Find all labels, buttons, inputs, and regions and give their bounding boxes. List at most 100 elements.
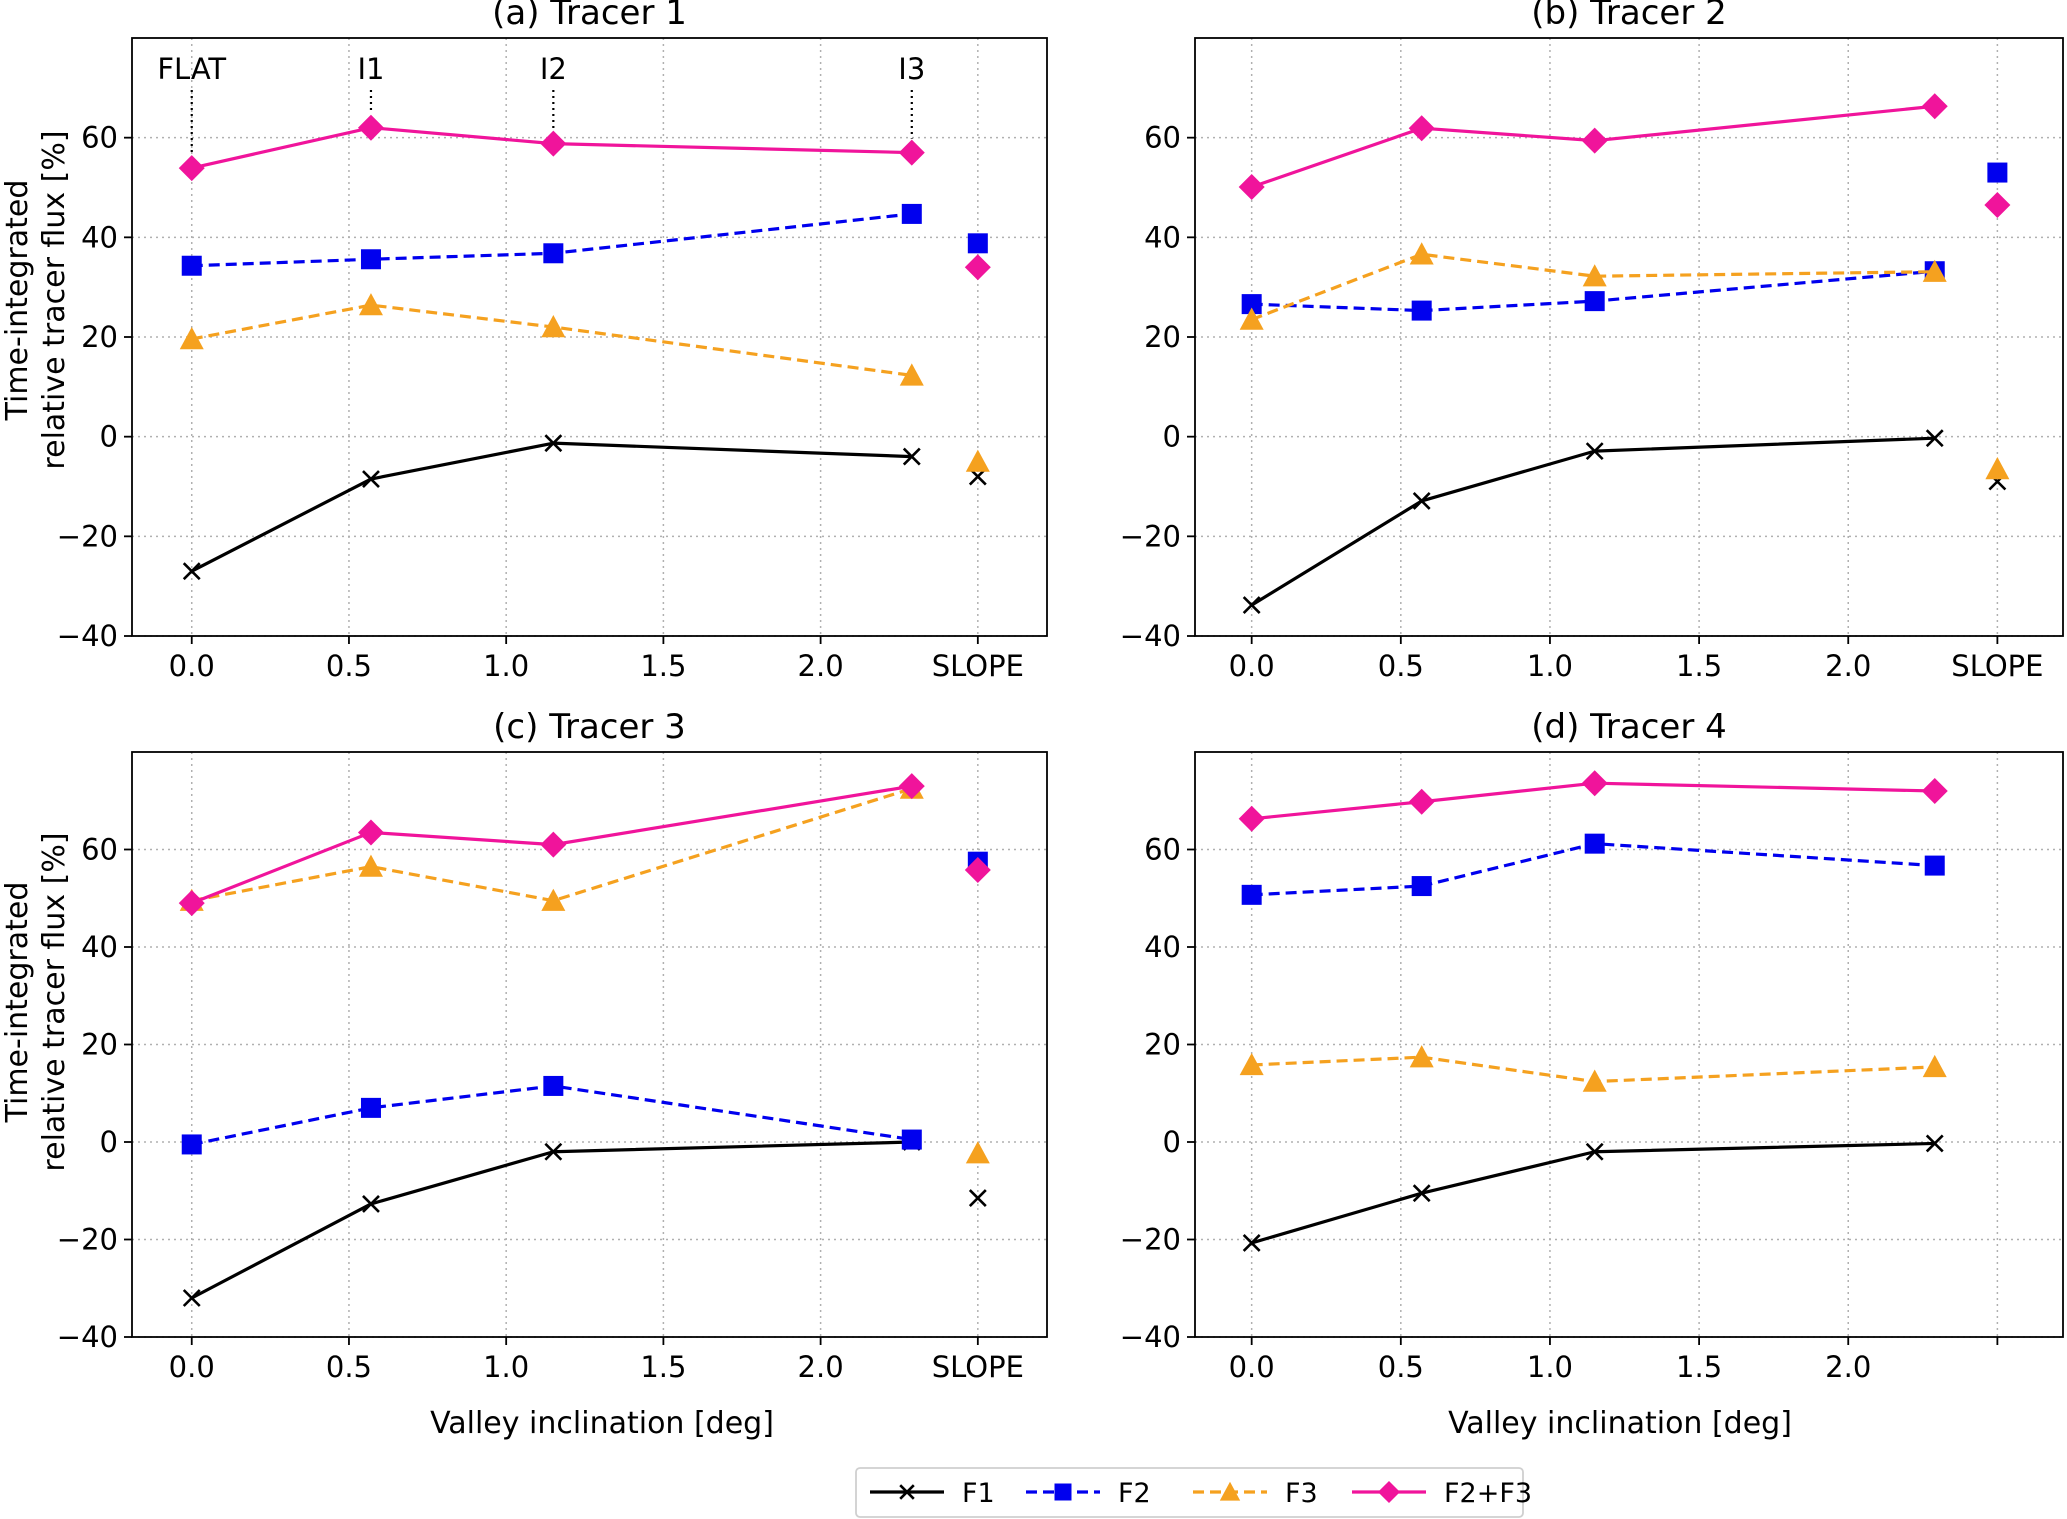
data-point [543, 243, 564, 264]
data-point [1241, 884, 1262, 905]
series-line [191, 441, 912, 573]
data-point [1584, 833, 1605, 854]
series-f1 [1242, 1134, 1944, 1252]
x-tick-label: 0.5 [326, 649, 372, 683]
y-tick-label: 0 [1163, 420, 1181, 454]
xlabel-left: Valley inclination [deg] [430, 1406, 774, 1441]
y-tick-label: 20 [81, 1028, 118, 1062]
x-tick-label: 0.5 [326, 1350, 372, 1384]
x-tick-label: 1.0 [483, 1350, 529, 1384]
ylabel-bottom-line-1: Time-integrated [0, 882, 35, 1124]
series-f1 [182, 1133, 987, 1307]
data-point [1238, 805, 1265, 832]
y-tick-label: 0 [1163, 1125, 1181, 1159]
data-point [544, 1142, 563, 1161]
x-tick-label: 1.5 [640, 649, 686, 683]
data-point [360, 1097, 381, 1118]
case-annotation: I1 [357, 52, 384, 86]
data-point [1921, 778, 1948, 804]
x-tick-label: 1.0 [483, 649, 529, 683]
data-point [1924, 855, 1945, 876]
data-point [357, 819, 384, 846]
data-point [357, 114, 384, 141]
x-tick-label-slope: SLOPE [932, 1350, 1024, 1384]
legend-label: F3 [1285, 1478, 1318, 1509]
x-tick-label: 1.5 [1676, 1350, 1722, 1384]
panels-group: (a) Tracer 1 0.0 0.5 1.0 1.5 2.0 SLOPE −40 −20 0 2… [57, 0, 2064, 1384]
data-point [181, 1134, 202, 1155]
legend-marker [899, 1484, 915, 1500]
legend-item-f2-f3: F2+F3 [1352, 1478, 1532, 1509]
legend-item-f1: F1 [870, 1478, 995, 1509]
panel-4: (d) Tracer 4 0.0 0.5 1.0 1.5 2.0 −40 −20 0 20 40 60 [1120, 707, 2064, 1384]
series-line [191, 784, 913, 905]
data-point [898, 139, 925, 166]
data-point-slope [965, 449, 990, 472]
y-tick-label: 20 [1144, 320, 1181, 354]
data-point [1239, 307, 1264, 330]
y-tick-label: 40 [1144, 220, 1181, 254]
x-tick-label: 2.0 [798, 649, 844, 683]
panel-1: (a) Tracer 1 0.0 0.5 1.0 1.5 2.0 SLOPE −40 −20 0 2… [57, 0, 1048, 683]
x-tick-label: 0.0 [1229, 649, 1275, 683]
x-tick-label: 2.0 [1825, 1350, 1871, 1384]
series-line [1251, 252, 1935, 322]
legend-marker [1377, 1480, 1401, 1504]
series-line [1251, 269, 1935, 313]
legend-marker [1219, 1481, 1241, 1501]
data-point [1412, 1184, 1431, 1203]
y-tick-label: −20 [57, 1223, 118, 1257]
x-tick-label: 0.5 [1378, 649, 1424, 683]
y-tick-label: 60 [1144, 121, 1181, 155]
data-point-slope [1987, 162, 2008, 183]
data-point-slope [964, 254, 991, 281]
series-f1 [1242, 429, 2007, 615]
series-f2-f3 [1238, 93, 2011, 218]
x-tick-label: 0.0 [169, 649, 215, 683]
x-tick-label: 2.0 [798, 1350, 844, 1384]
panel-title: (c) Tracer 3 [493, 707, 686, 747]
x-tick-label: 0.0 [169, 1350, 215, 1384]
data-point [182, 562, 201, 581]
data-point-slope [1985, 457, 2010, 480]
series-f2-f3 [178, 114, 991, 281]
series-f2-f3 [1238, 770, 1948, 832]
data-point [1921, 93, 1948, 120]
series-f3 [179, 293, 990, 472]
data-point [1239, 1052, 1264, 1076]
panel-title: (a) Tracer 1 [492, 0, 687, 33]
data-point [1581, 770, 1608, 797]
legend-label: F2+F3 [1444, 1478, 1532, 1509]
case-annotation: I3 [898, 52, 925, 86]
case-annotation: FLAT [157, 52, 226, 86]
data-point [1922, 1054, 1947, 1078]
ylabel-bottom-line-2: relative tracer flux [%] [37, 832, 72, 1171]
series-line [1250, 436, 1935, 607]
series-line [1251, 842, 1935, 897]
series-f3 [1239, 242, 2010, 480]
data-point [1411, 876, 1432, 897]
series-f3 [1239, 1045, 1947, 1092]
y-tick-label: −20 [57, 519, 118, 553]
x-tick-label: 1.0 [1527, 649, 1573, 683]
data-point [1582, 264, 1607, 287]
x-tick-label: 0.0 [1229, 1350, 1275, 1384]
series-f1 [182, 434, 987, 581]
series-line [191, 787, 913, 903]
y-tick-label: 40 [81, 930, 118, 964]
series-f2 [181, 203, 988, 276]
data-point [1408, 788, 1435, 815]
data-point [901, 203, 922, 224]
xlabel-right: Valley inclination [deg] [1448, 1406, 1792, 1441]
data-point [540, 130, 567, 157]
y-tick-label: 60 [81, 121, 118, 155]
data-point [1242, 1233, 1261, 1252]
y-tick-label: 20 [1144, 1028, 1181, 1062]
series-line [1251, 781, 1935, 821]
data-point-slope [1984, 191, 2011, 218]
data-point-slope [967, 233, 988, 254]
series-line [191, 126, 912, 170]
data-point [1408, 115, 1435, 142]
x-tick-label: 1.5 [640, 1350, 686, 1384]
